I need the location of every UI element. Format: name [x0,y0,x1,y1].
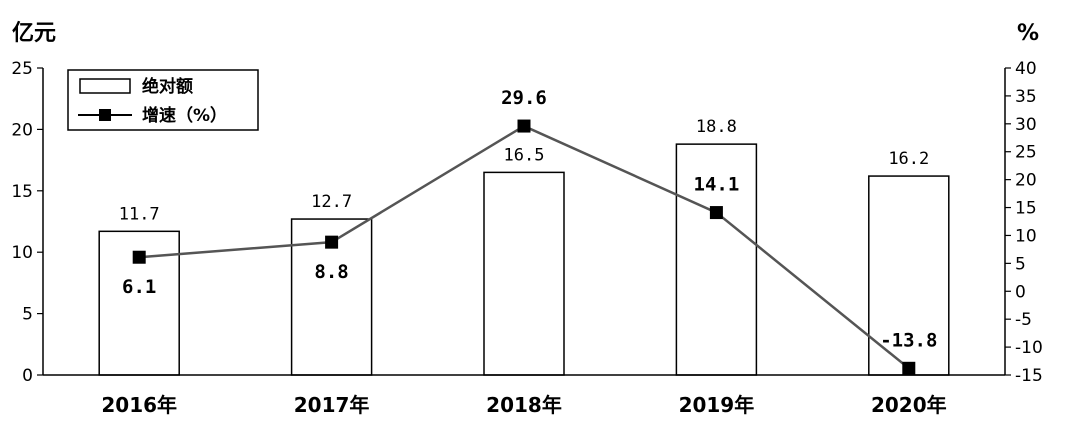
x-category-label: 2019年 [679,393,755,417]
y-right-tick-label: -15 [1015,366,1043,386]
line-value-label: 6.1 [122,276,156,298]
line-point-marker [325,235,339,249]
line-point-marker [902,361,916,375]
y-right-tick-label: 10 [1015,226,1037,246]
line-value-label: -13.8 [880,329,937,351]
bar-value-label: 16.2 [888,149,929,169]
legend-line-label: 增速（%） [142,105,227,126]
y-left-tick-label: 10 [11,243,33,263]
y-left-tick-label: 15 [11,182,33,202]
line-value-label: 29.6 [501,87,547,109]
bar-value-label: 18.8 [696,117,737,137]
y-right-tick-label: 0 [1015,282,1026,302]
y-right-tick-label: 25 [1015,143,1037,163]
y-right-tick-label: 40 [1015,59,1037,79]
y-right-unit: % [1017,21,1039,46]
y-left-tick-label: 5 [22,305,33,325]
y-right-ticks: -15 -10 -5 0 5 10 15 20 25 30 35 40 [1005,59,1043,386]
line-point-marker [132,250,146,264]
bar [675,143,758,376]
line-labels: 6.1 8.8 29.6 14.1 -13.8 [122,87,937,351]
x-category-labels: 2016年 2017年 2018年 2019年 2020年 [101,393,946,417]
growth-line [132,119,916,375]
y-right-tick-label: 30 [1015,115,1037,135]
legend-line-marker [99,109,111,121]
y-left-tick-label: 25 [11,59,33,79]
bar [483,171,565,376]
y-left-ticks: 0 5 10 15 20 25 [11,59,43,386]
x-category-label: 2020年 [871,393,947,417]
line-value-label: 8.8 [314,261,348,283]
x-category-label: 2017年 [294,393,370,417]
line-value-label: 14.1 [694,174,740,196]
y-left-tick-label: 20 [11,120,33,140]
y-left-unit: 亿元 [12,21,56,46]
line-point-marker [709,206,723,220]
legend: 绝对额 增速（%） [67,69,259,131]
y-right-tick-label: 5 [1015,254,1026,274]
bars [98,143,950,376]
y-right-tick-label: -5 [1015,310,1032,330]
x-category-label: 2018年 [486,393,562,417]
bar-value-label: 12.7 [311,192,352,212]
bar-value-label: 16.5 [504,145,545,165]
x-category-label: 2016年 [101,393,177,417]
legend-bar-swatch [79,78,131,94]
bar [868,175,950,376]
bar-value-label: 11.7 [119,204,160,224]
y-right-tick-label: 20 [1015,171,1037,191]
y-left-tick-label: 0 [22,366,33,386]
legend-bar-label: 绝对额 [142,76,193,97]
line-point-marker [517,119,531,133]
y-right-tick-label: 35 [1015,87,1037,107]
bar-labels: 11.7 12.7 16.5 18.8 16.2 [119,117,930,224]
y-right-tick-label: -10 [1015,338,1043,358]
y-right-tick-label: 15 [1015,199,1037,219]
